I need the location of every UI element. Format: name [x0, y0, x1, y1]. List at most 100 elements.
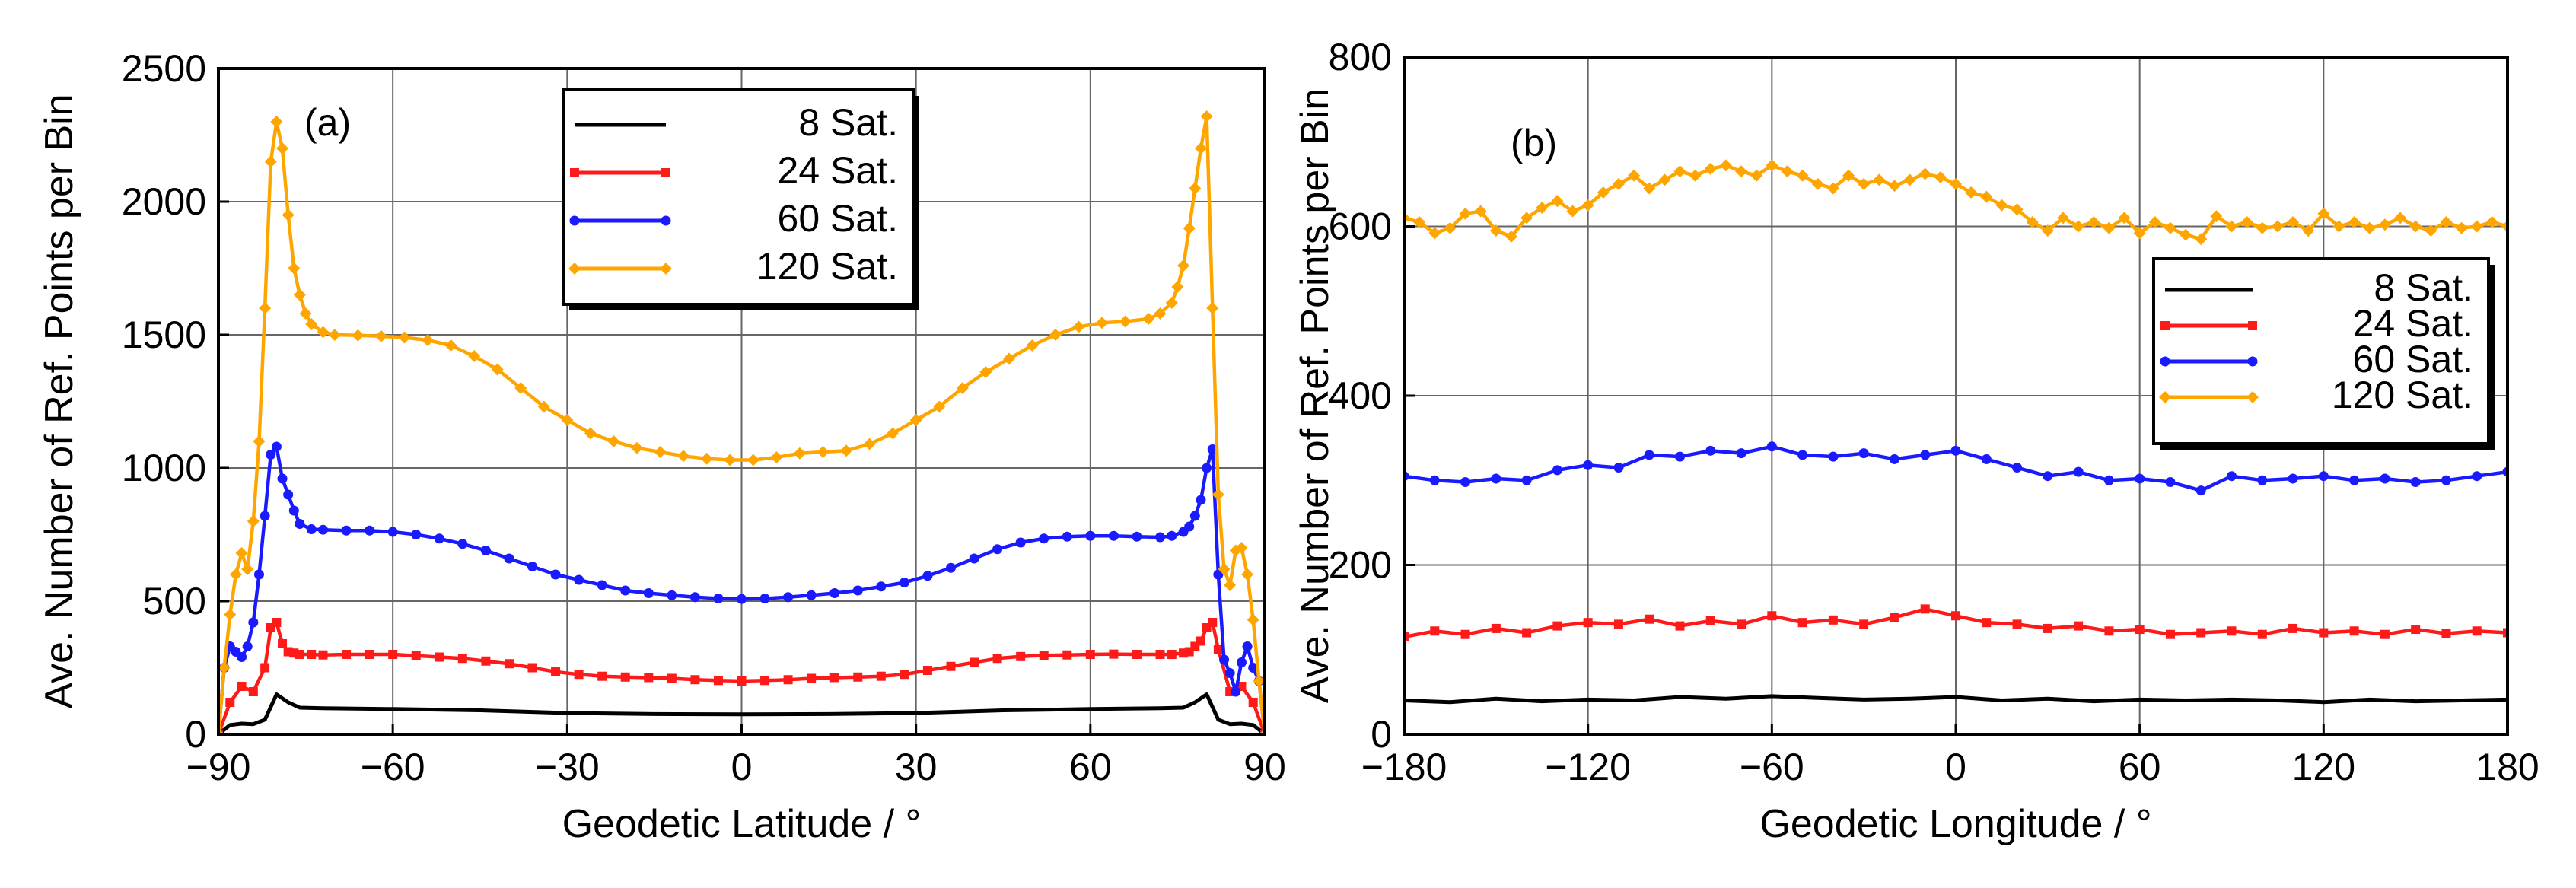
chart-b-series-24-sat-point [1583, 618, 1593, 628]
chart-b-series-24-sat-point [2074, 621, 2084, 631]
chart-a-series-24-sat-point [260, 663, 270, 673]
chart-b-x-tick-label: 0 [1945, 746, 1966, 788]
chart-a-series-60-sat-point [277, 473, 288, 484]
chart-a-series-24-sat-point [1016, 651, 1026, 661]
chart-b-series-120-sat-point [2363, 221, 2376, 234]
chart-a-series-60-sat-point [1085, 530, 1096, 541]
chart-a-series-120-sat-line [218, 114, 1265, 734]
chart-b-legend-label-8-sat: 8 Sat. [2374, 266, 2473, 309]
chart-a-series-60-sat-point [457, 539, 468, 549]
chart-b-series-120-sat-point [2240, 215, 2253, 228]
chart-a-series-24-sat-point [992, 654, 1002, 664]
chart-a-series-60-sat-point [1184, 521, 1195, 532]
chart-b-series-60-sat-point [1613, 463, 1624, 473]
chart-a-series-60-sat-point [1202, 463, 1212, 473]
chart-a-series-24-sat-point [1085, 650, 1095, 659]
chart-b-series-60-sat-point [1552, 465, 1562, 476]
chart-a-legend-marker-120-sat [660, 263, 672, 275]
chart-b-series-120-sat-point [2440, 215, 2453, 228]
chart-b-legend-marker-24-sat [2248, 321, 2257, 330]
chart-b-y-tick-label: 0 [1371, 713, 1392, 756]
chart-a-series-120-sat-point [229, 568, 242, 581]
chart-a-series-group [218, 110, 1265, 734]
chart-a-series-24-sat-point [435, 652, 444, 662]
chart-a-series-60-sat-point [1155, 532, 1165, 543]
chart-a-series-120-sat-point [840, 444, 852, 457]
chart-b-series-120-sat-point [2317, 207, 2330, 220]
chart-b-series-24-sat-point [2135, 625, 2145, 635]
chart-b-series-120-sat-point [1628, 169, 1641, 182]
chart-b-x-tick-label: −120 [1545, 746, 1631, 788]
chart-a-series-60-sat-point [1219, 654, 1230, 665]
chart-b-x-tick-label: 120 [2292, 746, 2355, 788]
chart-a-series-60-sat-point [434, 533, 444, 544]
chart-b-x-axis-label: Geodetic Longitude / ° [1759, 802, 2151, 846]
chart-a-series-60-sat-point [550, 569, 561, 580]
chart-a-series-24-sat-point [807, 673, 817, 683]
chart-a-series-120-sat-point [259, 302, 272, 314]
chart-b-series-60-sat-point [1797, 450, 1808, 460]
chart-a-series-24-sat-point [411, 651, 421, 660]
chart-a-x-tick-label: 30 [895, 746, 938, 788]
chart-b-series-60-sat-point [1828, 451, 1839, 462]
chart-a-series-60-sat-point [643, 588, 654, 598]
chart-b-series-24-sat-point [1675, 621, 1685, 631]
chart-a-series-120-sat-point [1247, 613, 1259, 626]
chart-b-series-120-sat-point [1704, 162, 1717, 175]
chart-b-series-120-sat-point [2164, 221, 2176, 234]
chart-b-series-60-sat-point [1736, 448, 1747, 459]
chart-b-series-120-sat-point [2271, 220, 2284, 233]
chart-b-series-120-sat-point [1750, 169, 1763, 182]
chart-b-series-60-sat-point [2103, 475, 2114, 485]
chart-a-series-120-sat-point [1165, 297, 1178, 309]
chart-a-series-120-sat-point [1026, 339, 1039, 352]
chart-a-series-120-sat-point [979, 366, 992, 378]
chart-a-series-8-sat-line [218, 692, 1265, 734]
chart-b-series-120-sat-point [1428, 227, 1441, 240]
chart-a-series-120-sat-point [1183, 222, 1196, 234]
chart-b-series-120-sat-point [2087, 215, 2100, 228]
chart-a-series-120-sat-point [276, 142, 289, 154]
chart-a-x-tick-label: −90 [186, 746, 251, 788]
chart-a-series-60-sat-point [1224, 668, 1235, 678]
chart-a-series-120-sat-point [1154, 307, 1167, 320]
chart-b-series-60-sat-point [1644, 450, 1654, 460]
chart-a-series-60-sat-point [597, 580, 607, 590]
chart-b-series-60-sat-point [1920, 450, 1931, 460]
chart-b-series-60-sat-point [1950, 445, 1961, 456]
chart-a-series-60-sat-point [1213, 569, 1224, 580]
chart-a-series-120-sat-point [537, 400, 550, 413]
chart-b-series-120-sat-point [1673, 165, 1686, 178]
chart-a-series-24-sat-point [504, 659, 514, 669]
chart-b-series-120-sat-point [1858, 177, 1871, 190]
chart-b-series-120-sat-point [1520, 212, 1533, 224]
chart-a-series-120-sat-point [282, 208, 295, 221]
chart-a-series-60-sat-point [574, 574, 584, 585]
chart-b-series-120-sat-point [1581, 199, 1594, 212]
chart-a-series-120-sat-point [1241, 568, 1254, 581]
chart-a-series-120-sat-point [584, 427, 597, 440]
chart-a-legend-marker-60-sat [569, 215, 580, 226]
chart-a-legend-label-24-sat: 24 Sat. [778, 149, 898, 192]
chart-a-series-60-sat-point [260, 511, 270, 521]
chart-a-series-60-sat-point [248, 617, 259, 628]
chart-b-series-120-sat-point [2133, 227, 2146, 240]
chart-a-series-120-sat-point [1200, 110, 1213, 123]
chart-a-series-60-sat-point [341, 525, 352, 536]
chart-a-series-120-sat-point [1171, 281, 1184, 293]
chart-b-series-60-sat-point [1981, 454, 1992, 464]
chart-b-longitude: −180 −120 −60 0 60 120 180 0 200 400 600 800 Geodeti… [1293, 36, 2539, 846]
chart-a-series-120-sat-point [241, 563, 254, 575]
chart-a-series-60-sat-point [1231, 686, 1241, 697]
chart-b-series-60-sat-point [2135, 473, 2145, 484]
chart-a-series-24-sat-point [278, 639, 288, 648]
chart-b-series-60-sat-point [2441, 475, 2451, 485]
chart-a-series-24-sat-point [1248, 698, 1258, 707]
chart-b-series-120-sat-point [1826, 182, 1839, 195]
chart-a-series-120-sat-point [724, 454, 737, 466]
chart-a-series-24-sat-point [342, 650, 352, 659]
chart-a-series-60-sat-point [969, 553, 979, 564]
chart-a-y-tick-label: 500 [143, 580, 206, 622]
chart-b-series-60-sat-point [1766, 441, 1777, 452]
